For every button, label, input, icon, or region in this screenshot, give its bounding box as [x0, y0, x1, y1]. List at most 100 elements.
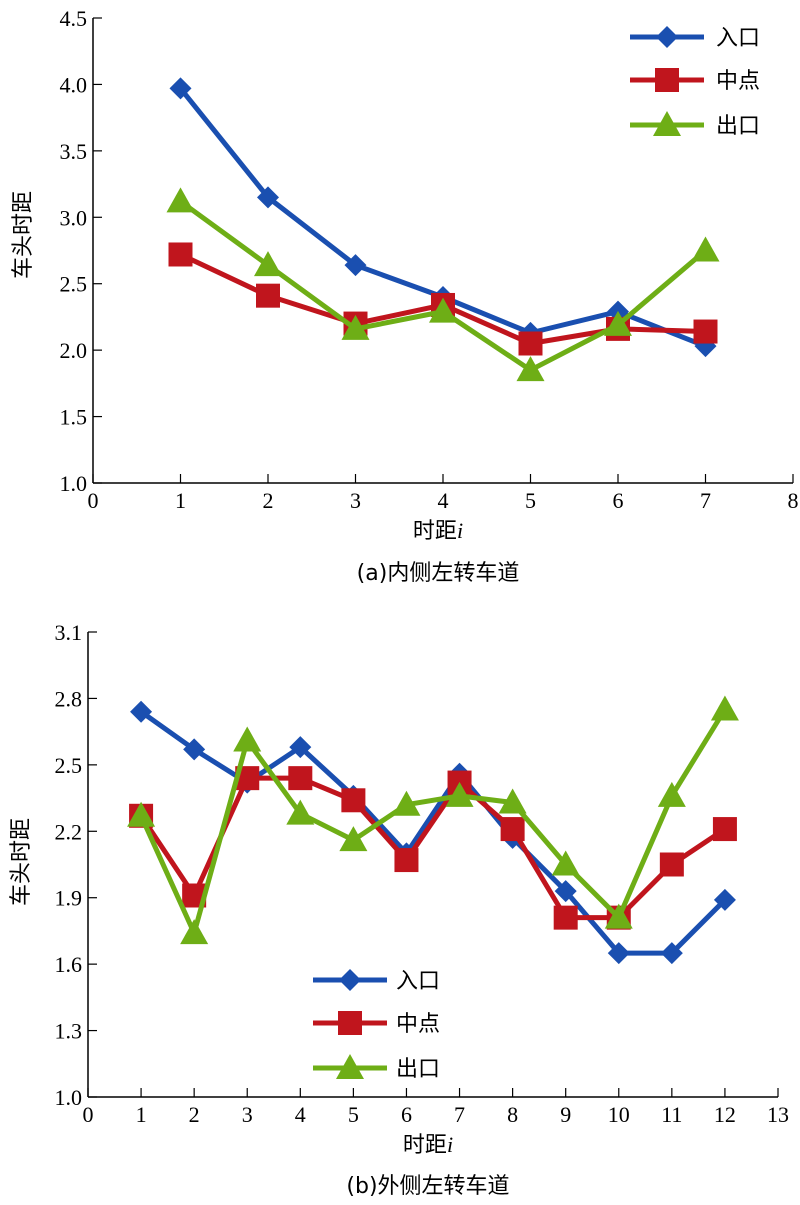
- legend-label: 中点: [396, 1012, 440, 1037]
- legend-label: 中点: [716, 69, 760, 94]
- y-tick-label: 1.0: [60, 471, 88, 496]
- y-tick-label: 1.0: [55, 1085, 83, 1110]
- x-tick-label: 8: [788, 488, 799, 513]
- y-tick-label: 2.5: [60, 272, 88, 297]
- x-tick-label: 5: [525, 488, 536, 513]
- data-point-triangle: [166, 187, 195, 213]
- data-point-square: [500, 817, 525, 842]
- data-point-diamond: [183, 738, 206, 761]
- data-point-triangle: [445, 781, 474, 807]
- x-tick-label: 10: [608, 1102, 630, 1127]
- legend-label: 入口: [396, 969, 440, 994]
- data-point-square: [712, 817, 737, 842]
- legend-label: 入口: [716, 26, 760, 51]
- y-tick-label: 2.2: [55, 819, 83, 844]
- y-tick-label: 4.0: [60, 72, 88, 97]
- legend-marker-diamond: [656, 26, 678, 48]
- data-point-square: [693, 319, 718, 344]
- legend-marker-diamond: [339, 969, 361, 991]
- x-axis-title-variable: i: [457, 518, 463, 543]
- data-point-triangle: [339, 826, 368, 852]
- data-point-diamond: [169, 77, 192, 100]
- x-tick-label: 2: [263, 488, 274, 513]
- series-line-diamond: [139, 709, 727, 956]
- data-point-square: [341, 788, 366, 813]
- x-tick-label: 6: [613, 488, 624, 513]
- x-tick-label: 9: [560, 1102, 571, 1127]
- data-point-triangle: [180, 919, 209, 945]
- data-point-square: [518, 331, 543, 356]
- data-point-diamond: [130, 700, 153, 723]
- data-point-square: [168, 242, 193, 267]
- data-point-diamond: [713, 888, 736, 911]
- x-tick-label: 8: [507, 1102, 518, 1127]
- x-tick-label: 0: [83, 1102, 94, 1127]
- x-tick-label: 3: [242, 1102, 253, 1127]
- data-point-diamond: [660, 942, 683, 965]
- data-point-triangle: [341, 314, 370, 340]
- legend-marker-square: [655, 68, 679, 92]
- y-tick-label: 3.1: [55, 620, 83, 645]
- y-tick-label: 3.0: [60, 205, 88, 230]
- x-tick-label: 1: [136, 1102, 147, 1127]
- x-tick-label: 7: [700, 488, 711, 513]
- data-point-triangle: [657, 781, 686, 807]
- data-point-triangle: [254, 251, 282, 277]
- data-point-diamond: [257, 186, 279, 209]
- data-point-square: [288, 766, 313, 791]
- y-tick-label: 3.5: [60, 139, 88, 164]
- data-point-diamond: [289, 736, 312, 759]
- data-point-square: [553, 905, 578, 930]
- legend-marker-square: [338, 1011, 362, 1035]
- y-axis-title: 车头时距: [11, 191, 36, 279]
- x-tick-label: 6: [401, 1102, 412, 1127]
- x-tick-label: 4: [438, 488, 449, 513]
- y-axis-title: 车头时距: [9, 818, 34, 906]
- x-axis-title: 时距i: [403, 1132, 453, 1158]
- data-point-triangle: [604, 310, 632, 336]
- chart-caption: (b)外侧左转车道: [346, 1174, 509, 1199]
- x-tick-label: 7: [454, 1102, 465, 1127]
- x-tick-label: 13: [767, 1102, 789, 1127]
- data-point-triangle: [516, 356, 545, 382]
- x-tick-label: 0: [88, 488, 99, 513]
- x-tick-label: 5: [348, 1102, 359, 1127]
- y-tick-label: 1.5: [60, 405, 88, 430]
- data-point-square: [394, 848, 419, 873]
- data-point-square: [256, 283, 280, 308]
- y-tick-label: 1.6: [55, 952, 83, 977]
- data-point-triangle: [710, 695, 739, 721]
- data-point-diamond: [607, 942, 630, 965]
- data-point-triangle: [286, 799, 315, 825]
- x-axis-title-text: 时距: [413, 519, 457, 544]
- data-point-triangle: [551, 850, 580, 876]
- legend-label: 出口: [396, 1057, 440, 1082]
- x-tick-label: 12: [714, 1102, 736, 1127]
- data-point-diamond: [554, 880, 577, 903]
- x-tick-label: 2: [189, 1102, 200, 1127]
- data-point-triangle: [233, 726, 262, 752]
- x-tick-label: 11: [661, 1102, 682, 1127]
- chart-panel-b: 0 1 2 3 4 5 6 7 8 9 10 11 12 131.01.31.61.92.22.52.83…: [9, 620, 789, 1199]
- x-tick-label: 4: [295, 1102, 306, 1127]
- x-axis-title: 时距i: [413, 518, 463, 544]
- data-point-triangle: [127, 801, 156, 827]
- legend-label: 出口: [716, 114, 760, 139]
- chart-caption: (a)内侧左转车道: [357, 561, 520, 586]
- x-axis-title-variable: i: [447, 1132, 453, 1157]
- y-tick-label: 2.8: [55, 686, 83, 711]
- data-point-triangle: [392, 790, 421, 816]
- y-tick-label: 1.9: [55, 886, 83, 911]
- data-point-triangle: [498, 788, 527, 814]
- y-tick-label: 4.5: [60, 6, 88, 31]
- x-tick-label: 3: [350, 488, 361, 513]
- y-tick-label: 2.5: [55, 753, 83, 778]
- data-point-triangle: [429, 297, 457, 323]
- legend-marker-triangle: [653, 111, 681, 136]
- chart-panel-a: 0 1 2 3 4 5 6 7 8 1.0 1.5 2.0 2.5 3.0 3.5 4.0 4.5 车头时距时距i…: [11, 6, 799, 586]
- data-point-triangle: [691, 236, 720, 262]
- data-point-diamond: [344, 254, 367, 277]
